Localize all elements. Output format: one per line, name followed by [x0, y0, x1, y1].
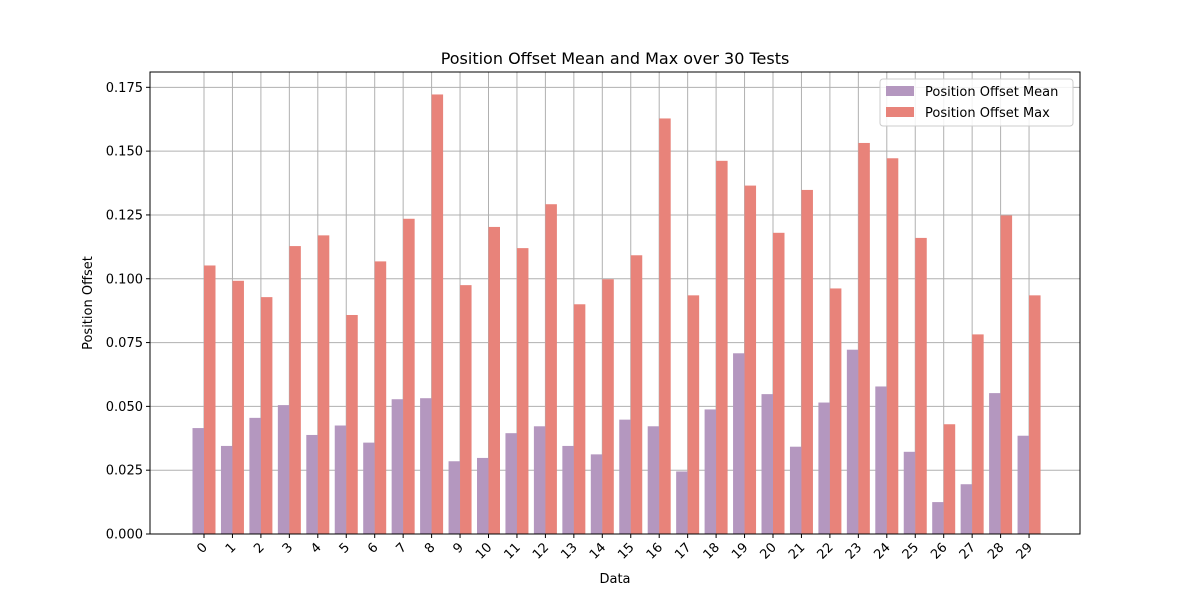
legend-swatch-mean	[886, 86, 914, 96]
bar-max	[801, 189, 813, 534]
bar-mean	[761, 394, 773, 534]
y-tick-label: 0.025	[106, 464, 143, 479]
bar-mean	[903, 451, 916, 534]
bar-mean	[477, 457, 489, 534]
bar-max	[602, 279, 614, 534]
y-tick-label: 0.050	[106, 400, 143, 415]
y-tick-label: 0.100	[106, 272, 143, 287]
bar-mean	[704, 409, 717, 534]
y-ticks: 0.000 0.025 0.050 0.075 0.100 0.125 0.150 0.175	[106, 81, 150, 543]
y-tick-label: 0.075	[106, 336, 143, 351]
bar-max	[204, 265, 216, 534]
bar-mean	[448, 461, 461, 534]
plot-frame	[149, 71, 1081, 535]
bar-mean	[391, 399, 404, 534]
bar-max	[317, 235, 330, 534]
x-axis-label: Data	[599, 572, 630, 587]
bar-mean	[676, 471, 688, 534]
bar-max	[573, 304, 586, 534]
bar-max	[1000, 215, 1013, 535]
bar-mean	[1017, 435, 1030, 534]
bar-mean	[505, 433, 517, 534]
bar-mean	[960, 484, 973, 534]
y-tick-label: 0.000	[106, 528, 143, 543]
bar-mean	[249, 417, 261, 534]
bar-max	[1029, 295, 1041, 534]
bar-max	[972, 334, 984, 534]
bar-max	[488, 226, 500, 534]
bar-max	[716, 160, 728, 534]
bar-mean	[306, 434, 318, 534]
y-tick-label: 0.175	[106, 81, 143, 96]
legend-label-mean: Position Offset Mean	[925, 85, 1058, 100]
bar-max	[516, 248, 529, 534]
y-tick-label: 0.150	[106, 145, 143, 160]
bar-mean	[647, 426, 660, 534]
bar-max	[374, 261, 387, 534]
legend: Position Offset Mean Position Offset Max	[879, 78, 1074, 127]
bars	[192, 94, 1041, 535]
bar-mean	[590, 454, 603, 534]
bar-mean	[733, 353, 745, 534]
bar-mean	[334, 425, 347, 534]
bar-max	[943, 424, 956, 534]
bar-max	[829, 288, 842, 534]
bar-mean	[989, 393, 1001, 534]
bar-max	[431, 94, 444, 534]
bar-max	[460, 285, 472, 534]
chart-title: Position Offset Mean and Max over 30 Tes…	[441, 49, 790, 68]
legend-swatch-max	[886, 107, 914, 117]
bar-max	[346, 314, 358, 534]
bar-max	[630, 255, 643, 535]
bar-max	[915, 237, 927, 534]
bar-max	[545, 204, 557, 534]
bar-mean	[789, 446, 802, 534]
bar-mean	[363, 442, 375, 534]
y-tick-label: 0.125	[106, 208, 143, 223]
bar-mean	[533, 426, 546, 534]
bar-max	[659, 118, 671, 534]
bar-mean	[420, 398, 432, 534]
bar-max	[886, 158, 899, 534]
bar-max	[289, 246, 301, 534]
bar-max	[687, 295, 700, 534]
bar-max	[773, 232, 785, 534]
y-axis-label: Position Offset	[81, 256, 96, 350]
legend-label-max: Position Offset Max	[925, 106, 1050, 121]
bar-mean	[932, 502, 944, 534]
bar-mean	[619, 419, 631, 534]
bar-max	[403, 218, 415, 535]
bar-max	[858, 142, 870, 535]
bar-mean	[220, 445, 233, 534]
bar-mean	[192, 428, 204, 534]
bar-max	[232, 280, 244, 534]
bar-mean	[846, 349, 859, 534]
bar-mean	[875, 386, 887, 534]
bar-mean	[818, 402, 830, 534]
bar-mean	[277, 405, 290, 534]
bar-max	[744, 185, 757, 534]
legend-box	[879, 78, 1074, 127]
bar-max	[260, 297, 273, 534]
bar-mean	[562, 445, 574, 534]
